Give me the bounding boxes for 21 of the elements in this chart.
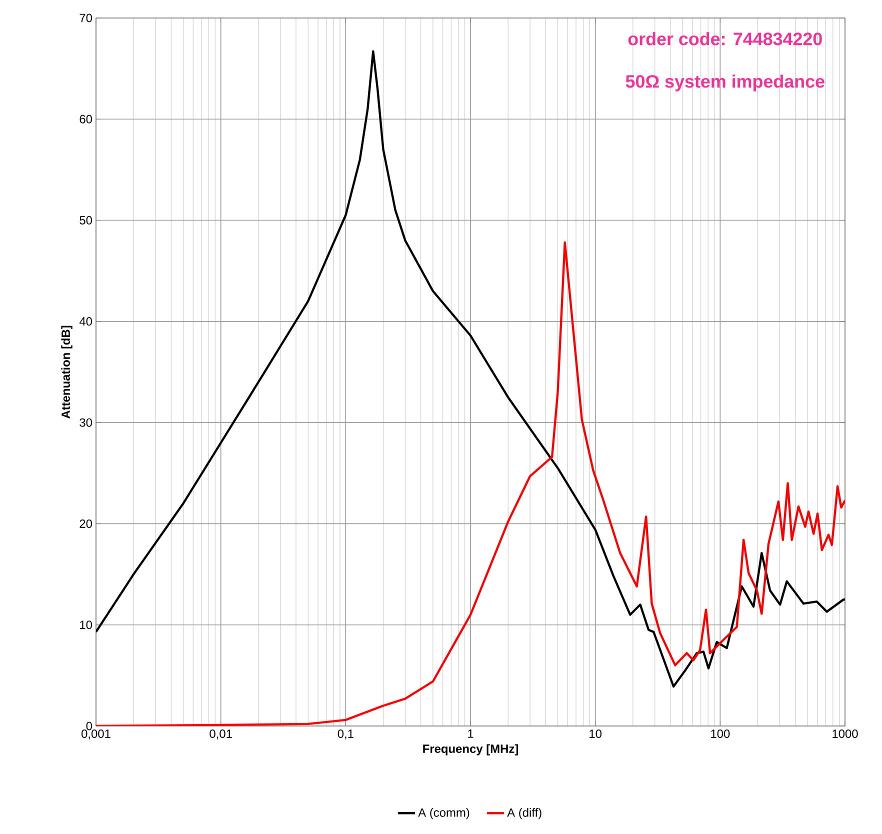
legend-label: A (comm) bbox=[418, 808, 470, 820]
x-axis-title: Frequency [MHz] bbox=[423, 744, 518, 756]
y-axis-title: Attenuation [dB] bbox=[61, 326, 72, 419]
y-tick-label: 0 bbox=[86, 722, 92, 730]
legend-label: A (diff) bbox=[507, 808, 542, 820]
annotation: order code: 744834220 bbox=[628, 32, 822, 46]
y-tick-label: 60 bbox=[80, 114, 92, 124]
x-tick-label: 0,01 bbox=[210, 730, 232, 740]
y-tick-label: 30 bbox=[80, 418, 92, 427]
x-tick-label: 0,001 bbox=[82, 730, 110, 740]
x-tick-label: 1000 bbox=[832, 730, 858, 738]
y-tick-label: 70 bbox=[80, 14, 92, 22]
x-tick-label: 10 bbox=[590, 730, 602, 738]
annotation: 50Ω system impedance bbox=[626, 74, 824, 92]
y-tick-label: 10 bbox=[80, 620, 92, 630]
y-tick-label: 40 bbox=[79, 317, 92, 326]
x-tick-label: 100 bbox=[711, 730, 730, 738]
y-tick-label: 50 bbox=[80, 216, 92, 224]
y-tick-label: 20 bbox=[80, 519, 92, 528]
x-tick-label: 0,1 bbox=[338, 730, 354, 740]
x-tick-label: 1 bbox=[468, 730, 474, 738]
